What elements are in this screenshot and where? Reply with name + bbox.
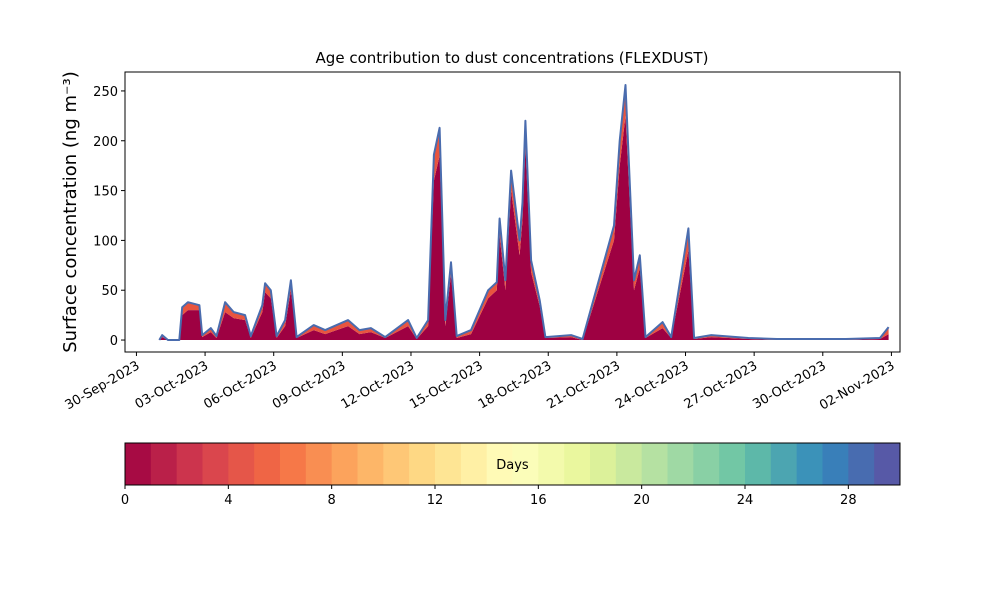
colorbar-label: Days (496, 458, 529, 473)
colorbar-segment (150, 443, 178, 485)
y-tick-label: 0 (110, 334, 118, 349)
y-axis-label: Surface concentration (ng m⁻³) (60, 71, 81, 353)
x-tick-label: 21-Oct-2023 (544, 358, 622, 412)
colorbar-segment (460, 443, 488, 485)
colorbar-segment (176, 443, 203, 485)
colorbar-tick-label: 20 (633, 493, 650, 508)
colorbar-frame (124, 442, 901, 486)
colorbar-segment (641, 443, 668, 485)
x-tick-label: 15-Oct-2023 (407, 358, 485, 412)
x-tick-label: 12-Oct-2023 (339, 358, 417, 412)
colorbar-segment (357, 443, 384, 485)
x-tick-label: 02-Nov-2023 (817, 358, 897, 413)
colorbar-tick-label: 28 (840, 493, 857, 508)
area (159, 85, 889, 340)
colorbar-segment (409, 443, 436, 485)
colorbar-segment (848, 443, 875, 485)
colorbar-segment (280, 443, 307, 485)
colorbar-segment (719, 443, 746, 485)
colorbar-segment (822, 443, 849, 485)
colorbar-segment (486, 443, 513, 485)
colorbar-tick-label: 8 (328, 493, 336, 508)
colorbar-segment (202, 443, 229, 485)
colorbar-segment (512, 443, 539, 485)
colorbar-segment (590, 443, 617, 485)
colorbar-segment (125, 443, 152, 485)
colorbar-tick-label: 16 (530, 493, 547, 508)
x-tick-label: 18-Oct-2023 (476, 358, 554, 412)
colorbar-tick-label: 24 (737, 493, 754, 508)
outline (158, 84, 890, 341)
x-tick-label: 30-Sep-2023 (63, 358, 143, 413)
chart-title: Age contribution to dust concentrations … (316, 49, 709, 67)
area (159, 115, 889, 340)
colorbar-segment (693, 443, 720, 485)
colorbar-segment (435, 443, 462, 485)
x-tick-label: 09-Oct-2023 (270, 358, 348, 412)
x-tick-label: 27-Oct-2023 (682, 358, 760, 412)
colorbar-segment (745, 443, 772, 485)
x-tick-label: 03-Oct-2023 (133, 358, 211, 412)
colorbar-segment (796, 443, 823, 485)
y-tick-label: 150 (93, 185, 118, 200)
colorbar-tick-label: 12 (427, 493, 444, 508)
x-tick-label: 24-Oct-2023 (613, 358, 691, 412)
colorbar-segment (228, 443, 255, 485)
y-tick-label: 50 (101, 284, 118, 299)
colorbar-segment (254, 443, 281, 485)
y-tick-label: 100 (93, 234, 118, 249)
colorbar-segment (615, 443, 643, 485)
colorbar-segment (331, 443, 358, 485)
colorbar-segment (538, 443, 565, 485)
x-tick-label: 06-Oct-2023 (201, 358, 279, 412)
colorbar-segment (770, 443, 798, 485)
y-tick-label: 200 (93, 135, 118, 150)
colorbar-tick-label: 0 (121, 493, 129, 508)
x-tick-label: 30-Oct-2023 (750, 358, 828, 412)
colorbar-segment (305, 443, 333, 485)
colorbar-tick-label: 4 (224, 493, 232, 508)
plot-frame (124, 71, 901, 353)
colorbar-segment (667, 443, 694, 485)
colorbar-segment (564, 443, 591, 485)
colorbar-segment (383, 443, 410, 485)
colorbar-segment (874, 443, 901, 485)
y-tick-label: 250 (93, 85, 118, 100)
